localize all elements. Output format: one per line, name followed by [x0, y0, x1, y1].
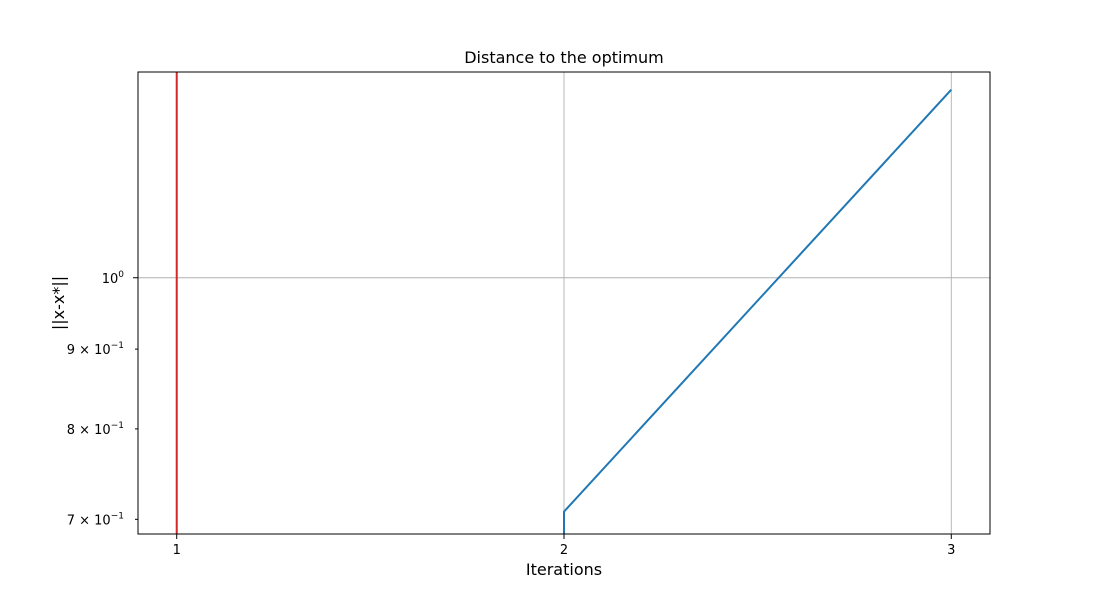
- x-tick-label-2: 3: [947, 543, 955, 558]
- y-tick-label-2: 8 × 10−1: [67, 421, 124, 438]
- x-axis-label: Iterations: [526, 560, 602, 579]
- x-tick-label-1: 2: [560, 543, 568, 558]
- chart-title: Distance to the optimum: [464, 48, 664, 67]
- y-tick-label-3: 7 × 10−1: [67, 511, 124, 528]
- series-line-0: [564, 90, 951, 534]
- y-axis-label: ||x-x*||: [49, 276, 68, 330]
- y-tick-label-0: 100: [102, 270, 125, 287]
- tick-layer: 1 2 3 100 9 × 10−1 8 × 10−1 7 × 10−1: [67, 270, 956, 558]
- x-tick-label-0: 1: [173, 543, 181, 558]
- grid-layer: [138, 72, 990, 534]
- y-tick-label-1: 9 × 10−1: [67, 341, 124, 358]
